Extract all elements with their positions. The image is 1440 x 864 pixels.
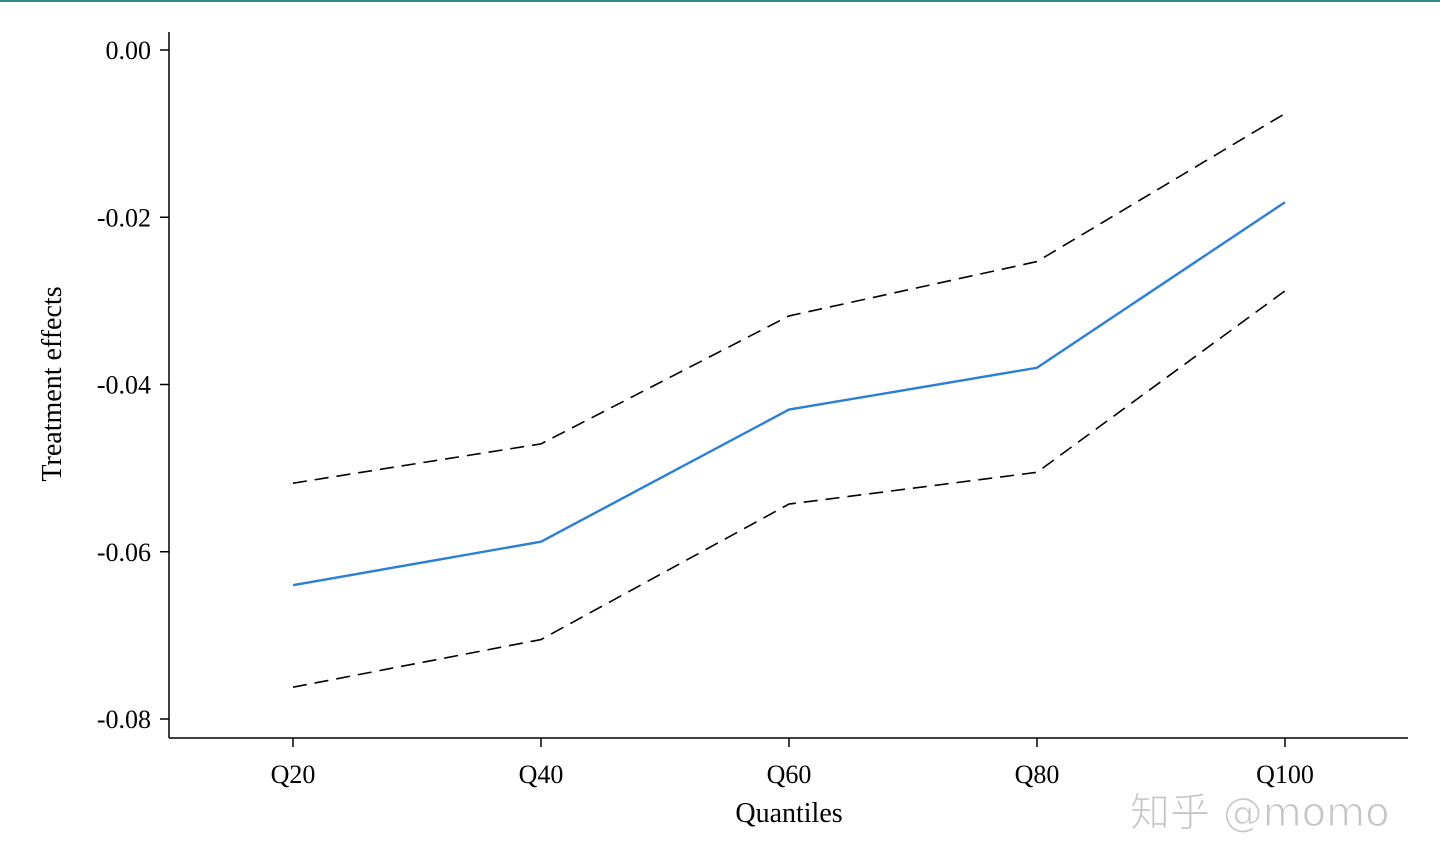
y-ticks: 0.00 -0.02 -0.04 -0.06 -0.08: [97, 36, 169, 734]
y-tick-label: -0.06: [97, 538, 151, 567]
axes: [168, 32, 1408, 739]
y-axis-title: Treatment effects: [37, 286, 68, 481]
top-border: [0, 0, 1440, 2]
lower-ci-line: [292, 290, 1286, 689]
watermark-text: 知乎 @momo: [1129, 789, 1390, 836]
x-tick-label: Q100: [1256, 760, 1314, 789]
series-lines: [292, 112, 1286, 689]
estimate-line: [292, 201, 1286, 587]
x-ticks: Q20 Q40 Q60 Q80 Q100: [271, 738, 1314, 789]
x-tick-label: Q80: [1015, 760, 1060, 789]
y-tick-label: -0.08: [97, 705, 151, 734]
x-tick-label: Q40: [519, 760, 564, 789]
x-axis-title: Quantiles: [735, 798, 842, 829]
x-tick-label: Q20: [271, 760, 316, 789]
upper-ci-line: [292, 112, 1286, 484]
x-tick-label: Q60: [767, 760, 812, 789]
y-tick-label: 0.00: [106, 36, 152, 65]
y-tick-label: -0.04: [97, 371, 151, 400]
y-tick-label: -0.02: [97, 203, 151, 232]
